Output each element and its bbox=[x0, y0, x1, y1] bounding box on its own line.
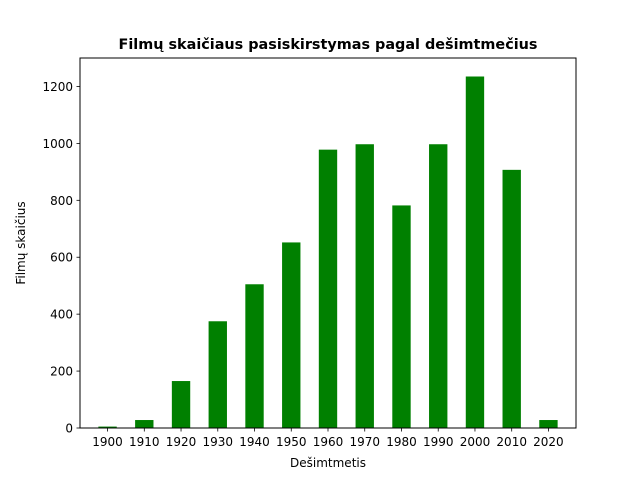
x-tick-label: 1930 bbox=[203, 435, 234, 449]
bar-1950 bbox=[282, 242, 301, 428]
bar-1900 bbox=[98, 426, 117, 428]
x-tick-label: 1920 bbox=[166, 435, 197, 449]
x-axis-label: Dešimtmetis bbox=[290, 456, 366, 470]
bar-1970 bbox=[355, 144, 374, 429]
x-tick-label: 1980 bbox=[386, 435, 417, 449]
y-tick-label: 1200 bbox=[42, 80, 73, 94]
bar-1920 bbox=[171, 381, 191, 428]
bar-1930 bbox=[208, 321, 227, 428]
bar-1960 bbox=[318, 149, 338, 428]
y-tick-label: 1000 bbox=[42, 137, 73, 151]
x-tick-label: 1970 bbox=[349, 435, 380, 449]
y-tick-label: 400 bbox=[50, 308, 73, 322]
x-tick-label: 1910 bbox=[129, 435, 160, 449]
bar-2020 bbox=[539, 420, 558, 428]
x-tick-label: 2010 bbox=[496, 435, 527, 449]
bar-1910 bbox=[135, 420, 154, 428]
bar-2010 bbox=[502, 169, 521, 428]
bars-layer bbox=[98, 76, 558, 429]
y-tick-label: 0 bbox=[65, 422, 73, 436]
y-tick-label: 200 bbox=[50, 365, 73, 379]
y-tick-label: 800 bbox=[50, 194, 73, 208]
bar-2000 bbox=[465, 76, 485, 428]
x-tick-label: 1960 bbox=[313, 435, 344, 449]
y-tick-label: 600 bbox=[50, 251, 73, 265]
x-axis-ticks: 1900 1910 1920 1930 1940 1950 1960 1970 1980 1990… bbox=[92, 428, 564, 449]
x-tick-label: 1990 bbox=[423, 435, 454, 449]
bar-1990 bbox=[429, 144, 448, 429]
y-axis-label: Filmų skaičius bbox=[14, 201, 28, 284]
x-tick-label: 1900 bbox=[92, 435, 123, 449]
x-tick-label: 1950 bbox=[276, 435, 307, 449]
x-tick-label: 1940 bbox=[239, 435, 270, 449]
bar-1940 bbox=[245, 284, 264, 428]
plot-area-frame bbox=[79, 57, 577, 429]
x-tick-label: 2020 bbox=[533, 435, 564, 449]
x-tick-label: 2000 bbox=[460, 435, 491, 449]
chart-title: Filmų skaičiaus pasiskirstymas pagal deš… bbox=[119, 37, 538, 53]
y-axis-ticks: 0 200 400 600 800 1000 1200 bbox=[42, 80, 80, 436]
bar-1980 bbox=[392, 205, 411, 428]
